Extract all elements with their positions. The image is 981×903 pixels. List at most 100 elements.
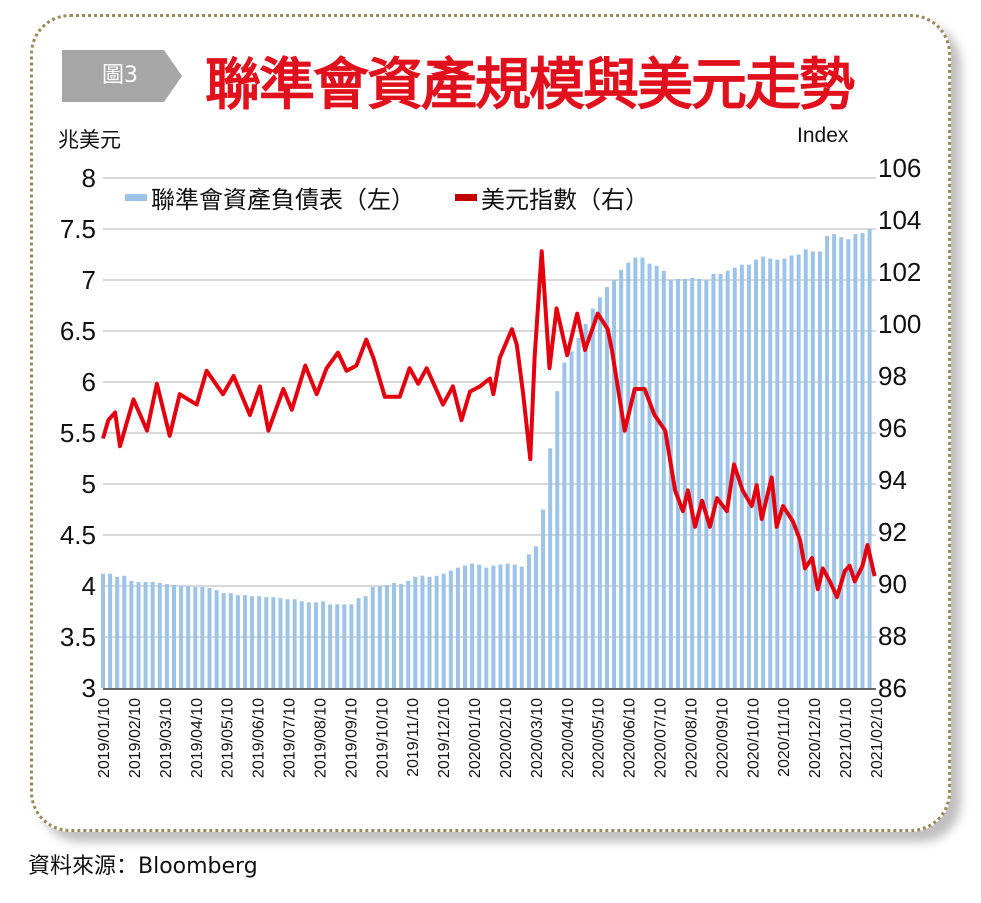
bar [157, 582, 162, 688]
bar [335, 604, 340, 688]
bar [427, 576, 432, 688]
bar [470, 563, 475, 688]
bar [846, 239, 851, 688]
x-tick-label: 2019/10/10 [374, 698, 391, 778]
x-tick-label: 2019/05/10 [220, 698, 237, 778]
right-tick-label: 100 [878, 309, 921, 339]
x-tick-label: 2021/01/10 [838, 698, 855, 778]
bar [242, 595, 247, 688]
bar [271, 597, 276, 688]
bar [590, 308, 595, 688]
left-tick-label: 7.5 [60, 214, 96, 244]
bar [392, 582, 397, 688]
x-tick-label: 2019/03/10 [158, 698, 175, 778]
bar [164, 583, 169, 688]
bar [661, 270, 666, 688]
bar [832, 234, 837, 688]
bar [612, 280, 617, 688]
left-tick-label: 5.5 [60, 418, 96, 448]
x-tick-label: 2020/04/10 [560, 698, 577, 778]
right-tick-label: 106 [878, 153, 921, 183]
legend: 聯準會資產負債表（左） 美元指數（右） [125, 180, 649, 215]
left-tick-label: 3.5 [60, 622, 96, 652]
bar [711, 273, 716, 688]
right-tick-label: 98 [878, 361, 907, 391]
bar [420, 575, 425, 688]
left-tick-label: 8 [82, 163, 96, 193]
legend-swatch-line [455, 194, 477, 201]
bar [264, 597, 269, 688]
bar [498, 564, 503, 688]
bar [101, 573, 105, 688]
bar [285, 599, 290, 688]
x-tick-label: 2019/12/10 [436, 698, 453, 778]
legend-label-bars: 聯準會資產負債表（左） [151, 186, 415, 214]
right-tick-label: 90 [878, 569, 907, 599]
bar [704, 280, 709, 688]
bar [221, 593, 226, 688]
bar [477, 564, 482, 688]
bar [640, 257, 645, 688]
dollar-index-line [101, 249, 877, 599]
bar [718, 273, 723, 688]
bar [860, 233, 865, 688]
bar [604, 287, 609, 688]
bar [505, 563, 510, 688]
left-tick-label: 6.5 [60, 316, 96, 346]
bar [654, 265, 659, 688]
x-tick-label: 2019/09/10 [343, 698, 360, 778]
x-tick-label: 2020/09/10 [714, 698, 731, 778]
bar [235, 595, 240, 688]
bar [597, 297, 602, 688]
bar [519, 566, 524, 688]
bar [533, 546, 538, 688]
bar [143, 581, 148, 688]
bar [377, 586, 382, 688]
x-tick-label: 2019/04/10 [189, 698, 206, 778]
bar [200, 587, 205, 688]
bar [576, 338, 581, 688]
left-tick-label: 4 [82, 571, 96, 601]
bar [356, 598, 361, 688]
bar [321, 601, 326, 688]
bar [683, 278, 688, 688]
bar [732, 267, 737, 688]
bar [342, 604, 347, 688]
bar [739, 264, 744, 688]
bar [406, 580, 411, 688]
bar [668, 280, 673, 688]
bar [292, 599, 297, 688]
x-tick-label: 2019/11/10 [405, 698, 422, 777]
bar [825, 236, 830, 688]
bar [491, 565, 496, 688]
bar [363, 596, 368, 688]
bar [867, 229, 872, 688]
right-tick-label: 88 [878, 621, 907, 651]
bar [399, 583, 404, 688]
bar [413, 576, 418, 688]
x-tick-label: 2020/01/10 [467, 698, 484, 778]
bar [313, 602, 318, 688]
bar [782, 258, 787, 688]
bar [115, 576, 120, 688]
bar [569, 351, 574, 688]
left-tick-label: 4.5 [60, 520, 96, 550]
bar [186, 586, 191, 688]
x-tick-label: 2020/07/10 [653, 698, 670, 778]
bar [555, 391, 560, 688]
bar [484, 567, 489, 688]
bar [619, 269, 624, 688]
bar [193, 587, 198, 688]
left-tick-label: 6 [82, 367, 96, 397]
bar [746, 264, 751, 688]
bar [214, 590, 219, 688]
bar [136, 581, 141, 688]
bar [675, 278, 680, 688]
bar [775, 259, 780, 688]
bar [697, 278, 702, 688]
bar [853, 234, 858, 688]
right-tick-label: 86 [878, 673, 907, 703]
bar [463, 565, 468, 688]
bar [754, 259, 759, 688]
